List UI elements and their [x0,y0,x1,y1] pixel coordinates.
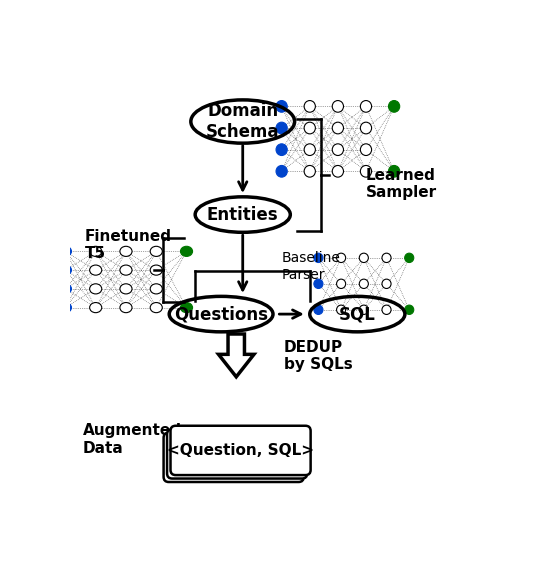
Text: Domain
Schema: Domain Schema [206,102,280,141]
Ellipse shape [405,253,414,262]
Ellipse shape [388,165,400,177]
Ellipse shape [336,279,345,288]
FancyBboxPatch shape [171,426,311,475]
Text: Baseline
Parser: Baseline Parser [282,251,340,282]
Ellipse shape [304,122,315,134]
Ellipse shape [332,122,344,134]
Ellipse shape [59,302,71,312]
Ellipse shape [304,101,315,112]
Ellipse shape [90,265,102,275]
Ellipse shape [120,246,132,256]
Ellipse shape [314,279,323,288]
Ellipse shape [150,302,162,312]
Ellipse shape [276,165,287,177]
Ellipse shape [360,122,372,134]
Ellipse shape [382,279,391,288]
FancyBboxPatch shape [163,433,304,482]
Text: DEDUP
by SQLs: DEDUP by SQLs [284,340,353,372]
Text: Finetuned
T5: Finetuned T5 [85,229,172,261]
Ellipse shape [405,305,414,315]
Ellipse shape [314,305,323,315]
Ellipse shape [150,284,162,294]
Ellipse shape [150,246,162,256]
Ellipse shape [59,246,71,256]
Text: <Question, SQL>: <Question, SQL> [167,443,314,458]
Text: Learned
Sampler: Learned Sampler [366,168,437,201]
Ellipse shape [276,144,287,156]
Ellipse shape [120,284,132,294]
Ellipse shape [276,122,287,134]
Ellipse shape [90,284,102,294]
Text: Entities: Entities [207,206,278,224]
Ellipse shape [388,101,400,112]
Ellipse shape [90,246,102,256]
Ellipse shape [359,253,368,262]
Text: SQL: SQL [339,305,376,323]
Ellipse shape [150,265,162,275]
Ellipse shape [336,305,345,315]
Text: Questions: Questions [174,305,268,323]
Polygon shape [219,334,254,377]
Ellipse shape [314,253,323,262]
Ellipse shape [359,305,368,315]
Ellipse shape [180,302,193,312]
Ellipse shape [360,165,372,177]
Ellipse shape [276,101,287,112]
Ellipse shape [180,246,193,256]
Ellipse shape [120,302,132,312]
Ellipse shape [304,165,315,177]
Ellipse shape [59,284,71,294]
Ellipse shape [359,279,368,288]
Ellipse shape [120,265,132,275]
Ellipse shape [332,101,344,112]
Ellipse shape [360,144,372,156]
Ellipse shape [360,101,372,112]
FancyBboxPatch shape [167,429,307,479]
Ellipse shape [332,165,344,177]
Ellipse shape [332,144,344,156]
Ellipse shape [382,305,391,315]
Ellipse shape [90,302,102,312]
Ellipse shape [382,253,391,262]
Ellipse shape [59,265,71,275]
Ellipse shape [304,144,315,156]
Text: Augmented
Data: Augmented Data [83,423,182,456]
Ellipse shape [336,253,345,262]
